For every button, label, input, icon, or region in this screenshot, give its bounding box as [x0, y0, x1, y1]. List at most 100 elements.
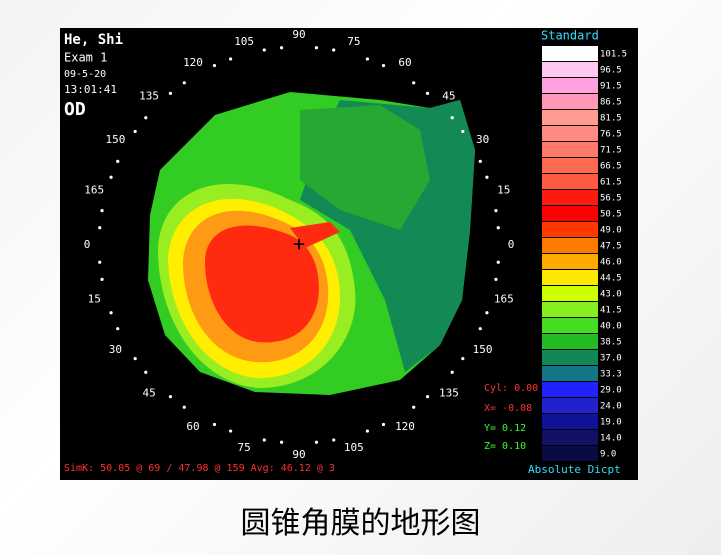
ring-dot	[450, 370, 454, 374]
scale-label: 38.5	[600, 338, 622, 348]
ring-dot	[412, 81, 416, 85]
scale-label: 14.0	[600, 434, 622, 444]
scale-label: 33.3	[600, 370, 622, 380]
ring-dot	[133, 356, 137, 361]
scale-label: 46.0	[600, 258, 622, 268]
scale-swatch	[542, 222, 598, 237]
ring-dot	[212, 422, 217, 427]
ring-dot	[228, 429, 233, 433]
ring-dot	[425, 395, 430, 399]
scale-label: 66.5	[600, 162, 622, 172]
scale-swatch	[542, 158, 598, 173]
scale-swatch	[542, 430, 598, 445]
ring-label: 60	[186, 420, 199, 433]
ring-label: 165	[84, 184, 104, 197]
patient: He, Shi	[64, 32, 123, 48]
scale-label: 61.5	[600, 178, 622, 188]
time: 13:01:41	[64, 83, 117, 96]
scale-label: 43.0	[600, 290, 622, 300]
scale-swatch	[542, 334, 598, 349]
scale-label: 41.5	[600, 306, 622, 316]
ring-label: 30	[109, 343, 122, 356]
scale-label: 81.5	[600, 114, 622, 124]
ring-dot	[485, 311, 489, 315]
scale-swatch	[542, 414, 598, 429]
ring-dot	[262, 48, 266, 52]
ring-dot	[461, 129, 465, 134]
ring-dot	[144, 370, 148, 374]
scale-swatch	[542, 350, 598, 365]
ring-label: 60	[398, 56, 411, 69]
ring-label: 135	[439, 386, 459, 399]
ring-dot	[412, 405, 416, 409]
ring-dot	[116, 159, 120, 163]
scale-label: 37.0	[600, 354, 622, 364]
ring-dot	[116, 327, 120, 331]
ring-label: 45	[442, 90, 455, 103]
scale-swatch	[542, 286, 598, 301]
ring-dot	[109, 175, 113, 179]
ring-label: 75	[238, 441, 251, 454]
ring-dot	[478, 327, 482, 331]
scale-swatch	[542, 318, 598, 333]
ring-dot	[494, 277, 498, 281]
ring-dot	[485, 175, 489, 179]
scale-swatch	[542, 46, 598, 61]
ring-dot	[381, 422, 386, 427]
scale-swatch	[542, 94, 598, 109]
scale-label: 40.0	[600, 322, 622, 332]
scale-swatch	[542, 302, 598, 317]
scale-label: 47.5	[600, 242, 622, 252]
ring-label: 135	[139, 90, 159, 103]
ring-dot	[496, 260, 500, 264]
scale-label: 29.0	[600, 386, 622, 396]
ring-label: 15	[497, 184, 510, 197]
scale-swatch	[542, 270, 598, 285]
ring-label: 90	[292, 28, 305, 41]
scale-footer: Absolute Dicpt	[528, 463, 621, 476]
ring-label: 0	[508, 238, 515, 251]
ring: 0 15 30 45 60 75 90 105 120 135 150 165 0 15 30 45 60 75 9…	[84, 28, 515, 461]
scale-label: 86.5	[600, 98, 622, 108]
ring-dot	[168, 91, 173, 95]
eye: OD	[64, 99, 86, 120]
y-val: Y= 0.12	[484, 423, 526, 434]
ring-dot	[450, 116, 454, 120]
ring-label: 120	[183, 56, 203, 69]
scale-label: 49.0	[600, 226, 622, 236]
map-dkgreen	[300, 105, 430, 230]
ring-label: 90	[292, 448, 305, 461]
ring-label: 45	[142, 386, 155, 399]
scale-swatch	[542, 126, 598, 141]
ring-label: 15	[88, 292, 101, 305]
scale-swatch	[542, 62, 598, 77]
caption: 圆锥角膜的地形图	[240, 506, 481, 541]
x-val: X= -0.08	[484, 403, 532, 414]
exam: Exam 1	[64, 51, 107, 65]
scale-label: 24.0	[600, 402, 622, 412]
ring-dot	[496, 226, 500, 230]
ring-dot	[478, 159, 482, 163]
scale-title: Standard	[541, 29, 599, 43]
center-mark: +	[293, 232, 305, 256]
ring-dot	[314, 440, 319, 444]
ring-dot	[279, 46, 284, 50]
ring-dot	[100, 209, 104, 213]
scale-label: 101.5	[600, 50, 627, 60]
scale-swatch	[542, 382, 598, 397]
ring-dot	[332, 48, 336, 52]
ring-dot	[461, 356, 465, 361]
ring-dot	[262, 438, 266, 442]
ring-label: 105	[234, 35, 254, 48]
ring-label: 120	[395, 420, 415, 433]
patient-info: He, Shi Exam 1 09-5-20 13:01:41 OD	[64, 32, 123, 120]
readouts: Cyl: 0.00 X= -0.08 Y= 0.12 Z= 0.10	[484, 383, 538, 452]
ring-dot	[168, 395, 173, 399]
ring-dot	[228, 57, 233, 61]
ring-dot	[279, 440, 284, 444]
scale-label: 19.0	[600, 418, 622, 428]
ring-dot	[332, 438, 336, 442]
scale-swatch	[542, 238, 598, 253]
scale-label: 50.5	[600, 210, 622, 220]
